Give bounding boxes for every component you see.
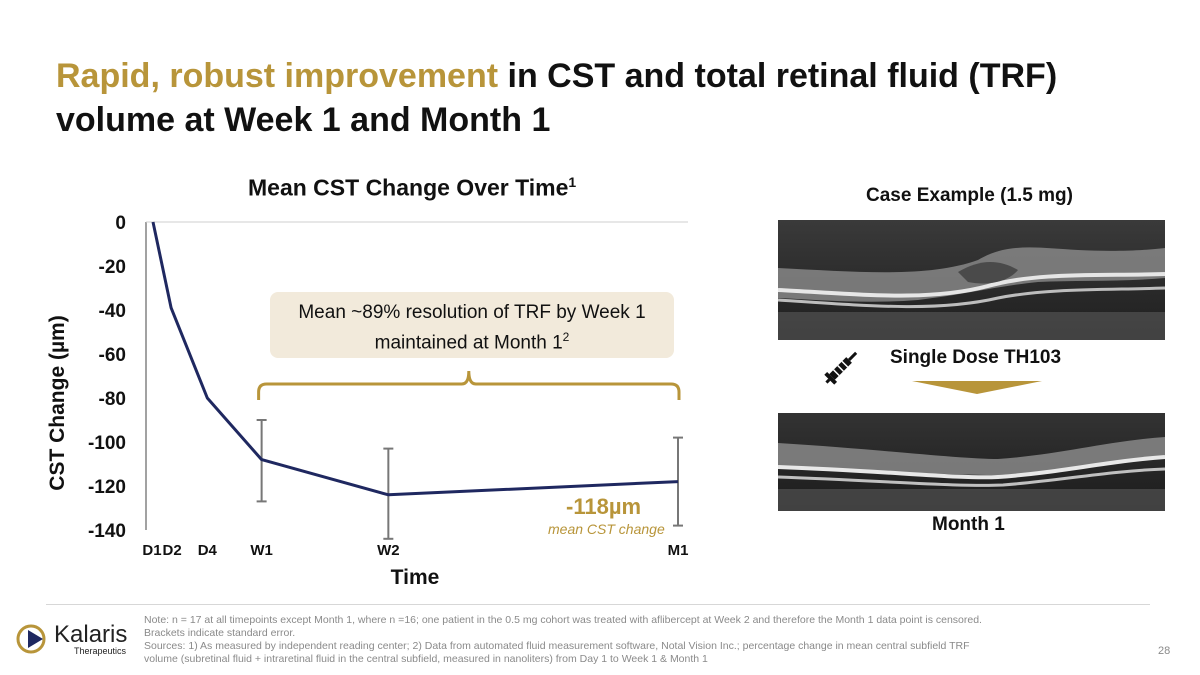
title-accent: Rapid, robust improvement bbox=[56, 57, 499, 95]
trf-callout: Mean ~89% resolution of TRF by Week 1 ma… bbox=[270, 292, 674, 358]
x-tick-label: M1 bbox=[668, 542, 689, 559]
cst-series bbox=[151, 221, 679, 497]
chart-title-text: Mean CST Change Over Time bbox=[248, 174, 569, 201]
y-tick-label: -80 bbox=[99, 389, 126, 410]
footnote: Note: n = 17 at all timepoints except Mo… bbox=[144, 614, 994, 666]
chart-title: Mean CST Change Over Time1 bbox=[248, 174, 576, 202]
y-tick-label: -60 bbox=[99, 345, 126, 366]
slide-title: Rapid, robust improvement in CST and tot… bbox=[56, 54, 1156, 142]
month1-label: Month 1 bbox=[932, 514, 1005, 535]
logo-name: Kalaris bbox=[54, 621, 128, 648]
y-tick-label: -100 bbox=[88, 433, 126, 454]
callout-line2: maintained at Month 1 bbox=[374, 332, 563, 354]
callout-line1: Mean ~89% resolution of TRF by Week 1 bbox=[298, 302, 646, 323]
x-tick-label: D1 bbox=[142, 542, 161, 559]
y-tick-label: 0 bbox=[115, 213, 126, 234]
chart-title-superscript: 1 bbox=[568, 174, 577, 190]
y-tick-label: -40 bbox=[99, 301, 126, 322]
footnote-sources: Sources: 1) As measured by independent r… bbox=[144, 640, 970, 665]
series-line bbox=[151, 221, 679, 497]
oct-scan-baseline bbox=[778, 220, 1165, 340]
dose-label: Single Dose TH103 bbox=[890, 347, 1062, 368]
x-tick-label: D4 bbox=[198, 542, 218, 559]
oct-scan-month1 bbox=[778, 413, 1165, 511]
annotation-caption: mean CST change bbox=[548, 521, 665, 537]
syringe-icon bbox=[820, 347, 864, 392]
trf-bracket bbox=[257, 370, 681, 400]
case-title: Case Example (1.5 mg) bbox=[866, 185, 1073, 206]
logo-sub: Therapeutics bbox=[74, 646, 127, 656]
y-axis-label: CST Change (µm) bbox=[46, 315, 69, 490]
cst-line-chart: 0 -20 -40 -60 -80 -100 -120 -140 D1 D2 D4 W1 W2 M1 C… bbox=[46, 213, 688, 589]
y-tick-label: -120 bbox=[88, 477, 126, 498]
callout-superscript: 2 bbox=[562, 330, 570, 344]
title-rest: in CST and total retinal fluid (TRF) vol… bbox=[56, 57, 1058, 139]
footnote-note: Note: n = 17 at all timepoints except Mo… bbox=[144, 614, 982, 639]
x-axis-label: Time bbox=[391, 566, 440, 589]
annotation-value: -118µm bbox=[566, 494, 642, 519]
page-number: 28 bbox=[1158, 645, 1171, 657]
footer-divider bbox=[46, 604, 1150, 605]
kalaris-logo-icon bbox=[16, 622, 52, 661]
y-tick-label: -20 bbox=[99, 257, 126, 278]
callout-line2-wrap: maintained at Month 12 bbox=[270, 325, 674, 355]
x-tick-label: D2 bbox=[163, 542, 182, 559]
down-arrow-icon bbox=[912, 381, 1042, 400]
x-axis: D1 D2 D4 W1 W2 M1 bbox=[142, 542, 688, 559]
y-tick-label: -140 bbox=[88, 521, 126, 542]
bracket-path bbox=[257, 370, 681, 400]
x-tick-label: W2 bbox=[377, 542, 400, 559]
y-axis: 0 -20 -40 -60 -80 -100 -120 -140 bbox=[88, 213, 688, 542]
x-tick-label: W1 bbox=[250, 542, 273, 559]
